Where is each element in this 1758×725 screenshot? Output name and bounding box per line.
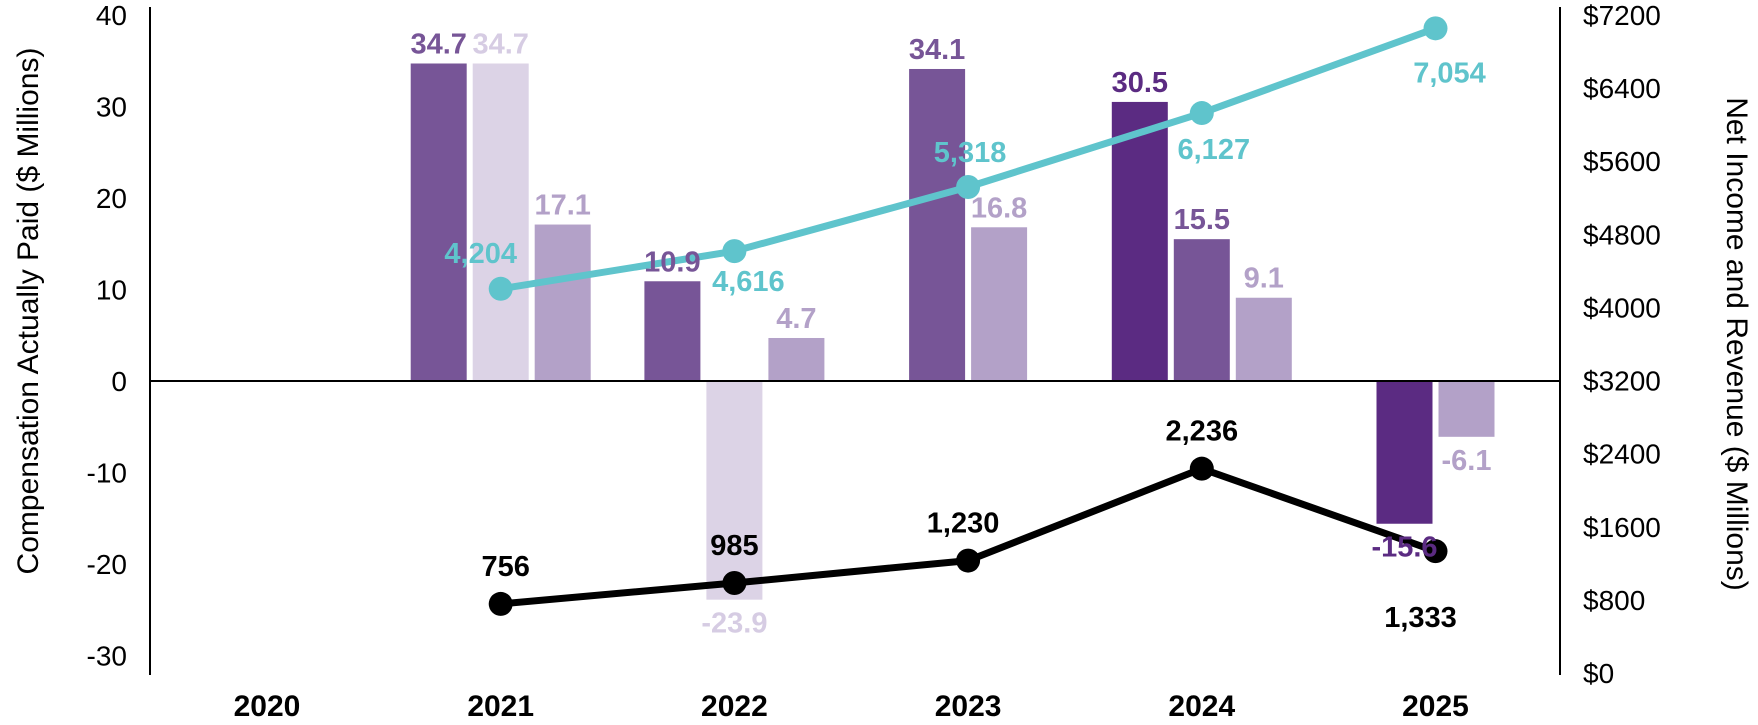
bar-2025-1 bbox=[1376, 381, 1433, 524]
x-tick-label-2025: 2025 bbox=[1402, 690, 1469, 723]
bar-value-label-2021-3: 17.1 bbox=[534, 190, 590, 222]
bar-value-label-2022-2: -23.9 bbox=[701, 608, 767, 640]
bar-value-label-2025-1: -15.6 bbox=[1371, 532, 1437, 564]
point-revenue-2021 bbox=[488, 276, 513, 301]
point-net-income-2023 bbox=[956, 548, 981, 573]
bar-value-label-2024-1: 30.5 bbox=[1112, 67, 1168, 99]
right-tick-label-4000: $4000 bbox=[1583, 292, 1661, 323]
bar-value-label-2024-2: 15.5 bbox=[1174, 204, 1230, 236]
left-tick-label-10: 10 bbox=[96, 275, 127, 306]
right-axis-title: Net Income and Revenue ($ Millions) bbox=[1720, 97, 1753, 591]
point-label-net-income-2025: 1,333 bbox=[1384, 602, 1457, 634]
point-label-net-income-2024: 2,236 bbox=[1166, 416, 1239, 448]
axes: 40 30 20 10 0 -10 -20 -30 $7200 $6400 $5600 $4800 $4… bbox=[12, 0, 1753, 723]
bar-value-label-2022-1: 10.9 bbox=[644, 246, 700, 278]
bar-2021-2 bbox=[472, 63, 529, 382]
bar-value-label-2025-2: -6.1 bbox=[1442, 445, 1492, 477]
point-revenue-2024 bbox=[1189, 101, 1214, 126]
bar-value-label-2021-1: 34.7 bbox=[410, 28, 466, 60]
bar-2024-3 bbox=[1235, 297, 1292, 381]
labels: 34.7 34.7 17.1 10.9 -23.9 4.7 34.1 16.8 30.5 15.5… bbox=[410, 28, 1491, 639]
left-tick-label-20: -20 bbox=[87, 549, 127, 580]
bar-value-label-2023-1: 34.1 bbox=[909, 34, 965, 66]
right-tick-label-800: $800 bbox=[1583, 585, 1645, 616]
left-tick-label-20: 20 bbox=[96, 183, 127, 214]
bar-2021-1 bbox=[410, 63, 467, 382]
right-tick-label-7200: $7200 bbox=[1583, 0, 1661, 31]
bar-2022-3 bbox=[768, 337, 825, 381]
right-tick-label-4800: $4800 bbox=[1583, 219, 1661, 250]
bar-2021-3 bbox=[534, 224, 591, 381]
right-tick-label-6400: $6400 bbox=[1583, 73, 1661, 104]
point-revenue-2025 bbox=[1423, 16, 1448, 41]
lines bbox=[488, 16, 1448, 616]
right-tick-label-5600: $5600 bbox=[1583, 146, 1661, 177]
point-label-revenue-2025: 7,054 bbox=[1413, 57, 1486, 89]
bar-value-label-2021-2: 34.7 bbox=[472, 28, 528, 60]
right-tick-label-3200: $3200 bbox=[1583, 366, 1661, 397]
point-label-revenue-2021: 4,204 bbox=[444, 238, 517, 270]
bar-2024-1 bbox=[1111, 101, 1168, 382]
point-revenue-2023 bbox=[956, 174, 981, 199]
point-label-revenue-2022: 4,616 bbox=[712, 266, 785, 298]
bar-2023-1 bbox=[909, 68, 966, 382]
x-tick-label-2023: 2023 bbox=[935, 690, 1002, 723]
right-tick-label-1600: $1600 bbox=[1583, 512, 1661, 543]
left-tick-label-0: 0 bbox=[111, 366, 127, 397]
x-tick-label-2020: 2020 bbox=[234, 690, 301, 723]
bar-value-label-2022-3: 4.7 bbox=[776, 303, 816, 335]
x-tick-label-2022: 2022 bbox=[701, 690, 768, 723]
point-label-revenue-2023: 5,318 bbox=[934, 137, 1007, 169]
left-tick-label-40: 40 bbox=[96, 0, 127, 31]
point-label-net-income-2022: 985 bbox=[710, 530, 758, 562]
left-axis-title: Compensation Actually Paid ($ Millions) bbox=[12, 48, 45, 575]
bar-2022-1 bbox=[644, 281, 701, 381]
point-net-income-2025 bbox=[1423, 539, 1448, 564]
left-tick-label-30: 30 bbox=[96, 92, 127, 123]
point-net-income-2021 bbox=[488, 591, 513, 616]
point-net-income-2024 bbox=[1189, 456, 1214, 481]
right-tick-label-0: $0 bbox=[1583, 658, 1614, 689]
x-tick-label-2024: 2024 bbox=[1168, 690, 1235, 723]
point-revenue-2022 bbox=[722, 239, 747, 264]
point-label-net-income-2021: 756 bbox=[482, 551, 530, 583]
point-label-net-income-2023: 1,230 bbox=[927, 508, 1000, 540]
bar-value-label-2024-3: 9.1 bbox=[1244, 263, 1284, 295]
bars bbox=[410, 63, 1495, 600]
point-label-revenue-2024: 6,127 bbox=[1178, 134, 1251, 166]
bar-2025-2 bbox=[1438, 381, 1495, 437]
bar-2022-2 bbox=[706, 381, 763, 600]
left-tick-label-10: -10 bbox=[87, 458, 127, 489]
bar-2023-2 bbox=[971, 227, 1028, 381]
point-net-income-2022 bbox=[722, 570, 747, 595]
left-tick-label-30: -30 bbox=[87, 641, 127, 672]
bar-value-label-2023-2: 16.8 bbox=[971, 192, 1027, 224]
right-tick-label-2400: $2400 bbox=[1583, 439, 1661, 470]
bar-2024-2 bbox=[1173, 239, 1230, 381]
x-tick-label-2021: 2021 bbox=[467, 690, 534, 723]
